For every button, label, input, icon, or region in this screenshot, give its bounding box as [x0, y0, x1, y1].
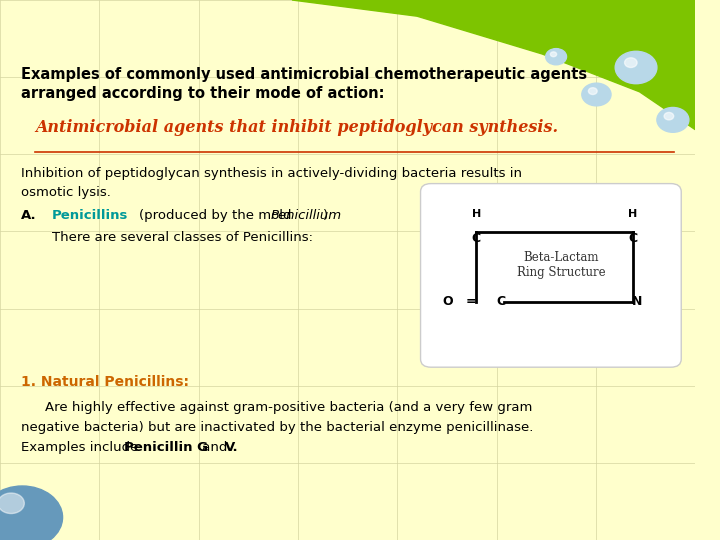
Text: N: N: [632, 295, 643, 308]
Text: V.: V.: [225, 441, 238, 454]
Text: C: C: [472, 232, 481, 245]
FancyBboxPatch shape: [420, 184, 681, 367]
Circle shape: [0, 493, 24, 514]
Text: H: H: [472, 208, 481, 219]
Text: (produced by the mold: (produced by the mold: [139, 209, 296, 222]
Text: Penicillin G: Penicillin G: [124, 441, 208, 454]
Text: =: =: [466, 295, 477, 308]
Text: C: C: [496, 295, 505, 308]
Circle shape: [624, 58, 637, 68]
Text: Penicillium: Penicillium: [271, 209, 342, 222]
Circle shape: [657, 107, 689, 132]
Text: Examples include: Examples include: [21, 441, 143, 454]
Text: O: O: [443, 295, 453, 308]
Circle shape: [664, 112, 674, 120]
Text: and: and: [198, 441, 232, 454]
Text: Antimicrobial agents that inhibit peptidoglycan synthesis.: Antimicrobial agents that inhibit peptid…: [35, 119, 558, 136]
Text: C: C: [628, 232, 637, 245]
Circle shape: [588, 87, 597, 94]
Text: Are highly effective against gram-positive bacteria (and a very few gram: Are highly effective against gram-positi…: [45, 401, 533, 414]
Text: There are several classes of Penicillins:: There are several classes of Penicillins…: [52, 231, 313, 244]
Text: H: H: [628, 208, 637, 219]
Circle shape: [546, 49, 567, 65]
Text: osmotic lysis.: osmotic lysis.: [21, 186, 111, 199]
Text: A.: A.: [21, 209, 37, 222]
Text: ): ): [323, 209, 328, 222]
Text: Examples of commonly used antimicrobial chemotherapeutic agents: Examples of commonly used antimicrobial …: [21, 68, 587, 83]
Circle shape: [582, 83, 611, 106]
Text: Inhibition of peptidoglycan synthesis in actively-dividing bacteria results in: Inhibition of peptidoglycan synthesis in…: [21, 167, 522, 180]
Text: Beta-Lactam
Ring Structure: Beta-Lactam Ring Structure: [517, 251, 606, 279]
Circle shape: [550, 52, 557, 57]
Text: negative bacteria) but are inactivated by the bacterial enzyme penicillinase.: negative bacteria) but are inactivated b…: [21, 421, 534, 434]
Text: Penicillins: Penicillins: [52, 209, 128, 222]
Circle shape: [0, 486, 63, 540]
Circle shape: [615, 51, 657, 84]
Polygon shape: [292, 0, 695, 130]
Text: 1. Natural Penicillins:: 1. Natural Penicillins:: [21, 375, 189, 389]
Text: arranged according to their mode of action:: arranged according to their mode of acti…: [21, 86, 384, 102]
